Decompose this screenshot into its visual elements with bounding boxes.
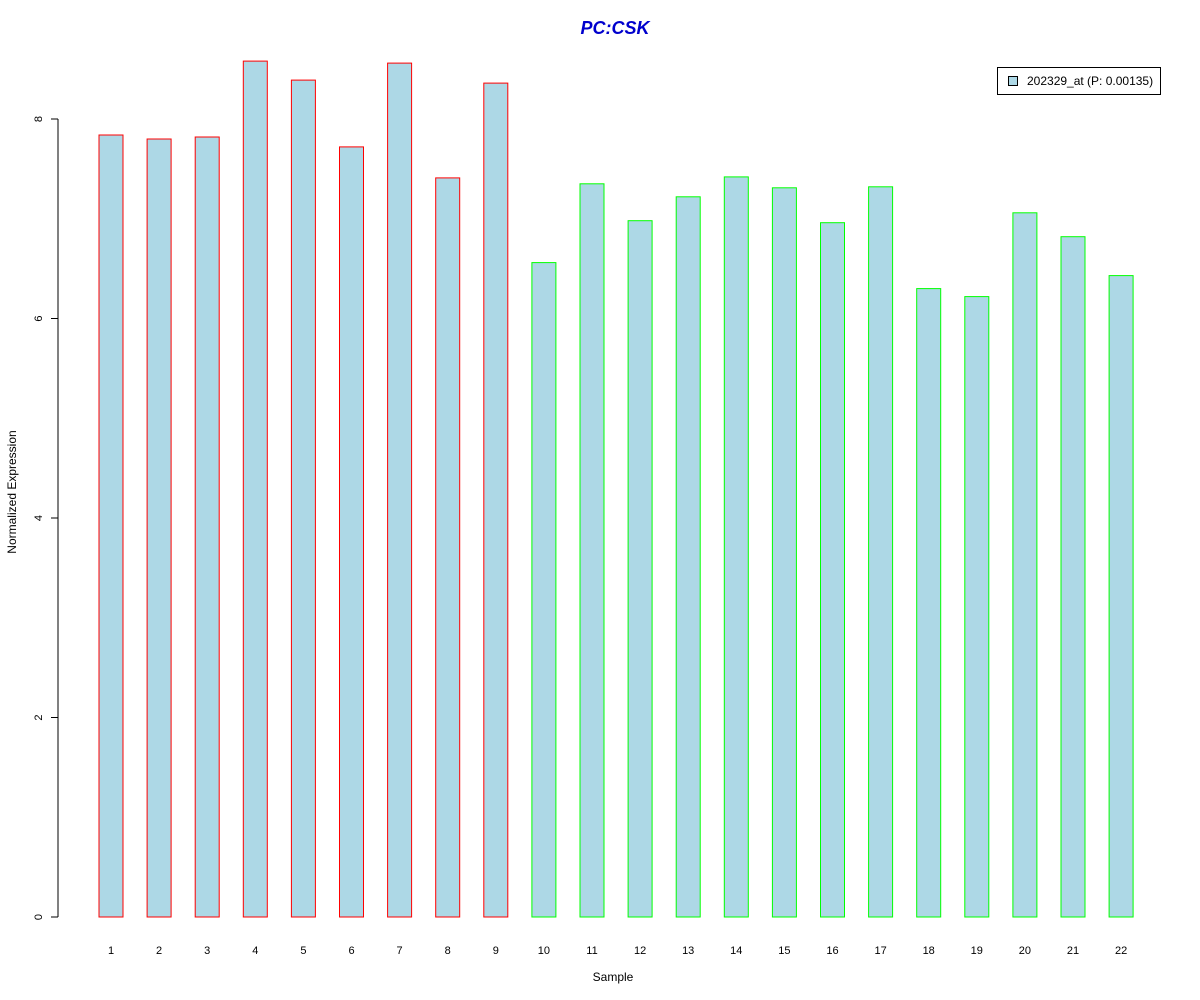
y-tick-label: 4 (33, 515, 45, 521)
y-tick-label: 6 (33, 315, 45, 321)
bars (98, 60, 1134, 918)
x-tick-label: 20 (1019, 945, 1031, 957)
x-tick-label: 22 (1115, 945, 1127, 957)
x-tick-label: 3 (204, 945, 210, 957)
bar-sample-13 (675, 196, 701, 918)
x-tick-label: 12 (634, 945, 646, 957)
bar-sample-21 (1060, 236, 1086, 918)
bar-sample-9 (483, 82, 509, 918)
x-tick-label: 16 (826, 945, 838, 957)
bar-sample-22 (1108, 275, 1134, 918)
legend: 202329_at (P: 0.00135) (997, 67, 1161, 95)
x-tick-label: 13 (682, 945, 694, 957)
bar-sample-14 (723, 176, 749, 918)
x-tick-label: 9 (493, 945, 499, 957)
bar-sample-17 (868, 186, 894, 918)
y-tick-label: 2 (33, 714, 45, 720)
x-tick-label: 2 (156, 945, 162, 957)
legend-swatch (1008, 76, 1018, 86)
chart-title: PC:CSK (580, 18, 650, 38)
x-tick-label: 4 (252, 945, 258, 957)
x-tick-label: 7 (397, 945, 403, 957)
x-tick-label: 21 (1067, 945, 1079, 957)
x-tick-label: 5 (300, 945, 306, 957)
x-tick-label: 17 (874, 945, 886, 957)
bar-sample-19 (964, 296, 990, 918)
bar-sample-12 (627, 220, 653, 918)
x-tick-label: 15 (778, 945, 790, 957)
bar-sample-5 (290, 79, 316, 918)
bar-sample-15 (771, 187, 797, 918)
bar-sample-10 (531, 262, 557, 918)
x-tick-label: 10 (538, 945, 550, 957)
x-tick-label: 8 (445, 945, 451, 957)
x-tick-label: 6 (348, 945, 354, 957)
y-axis-label: Normalized Expression (5, 430, 19, 554)
bar-sample-2 (146, 138, 172, 918)
y-axis: 0 2 4 6 8 (33, 116, 59, 920)
bar-sample-8 (435, 177, 461, 918)
bar-sample-7 (387, 62, 413, 918)
bar-sample-6 (339, 146, 364, 918)
legend-label: 202329_at (P: 0.00135) (1027, 74, 1154, 88)
bar-sample-20 (1012, 212, 1038, 918)
bar-sample-4 (242, 60, 268, 918)
bar-sample-11 (579, 183, 605, 918)
bar-sample-16 (820, 222, 845, 918)
bar-sample-3 (194, 136, 220, 918)
x-tick-label: 11 (586, 945, 597, 957)
x-tick-labels: 1 2 3 4 5 6 7 8 9 10 11 12 13 14 15 16 17 18 19 20 21 22 (108, 945, 1127, 957)
x-tick-label: 14 (730, 945, 742, 957)
x-tick-label: 18 (923, 945, 935, 957)
y-tick-label: 0 (33, 914, 45, 920)
x-tick-label: 19 (971, 945, 983, 957)
bar-sample-18 (916, 288, 942, 918)
y-tick-label: 8 (33, 116, 45, 122)
x-tick-label: 1 (108, 945, 114, 957)
bar-sample-1 (98, 134, 124, 918)
x-axis-label: Sample (592, 970, 634, 984)
